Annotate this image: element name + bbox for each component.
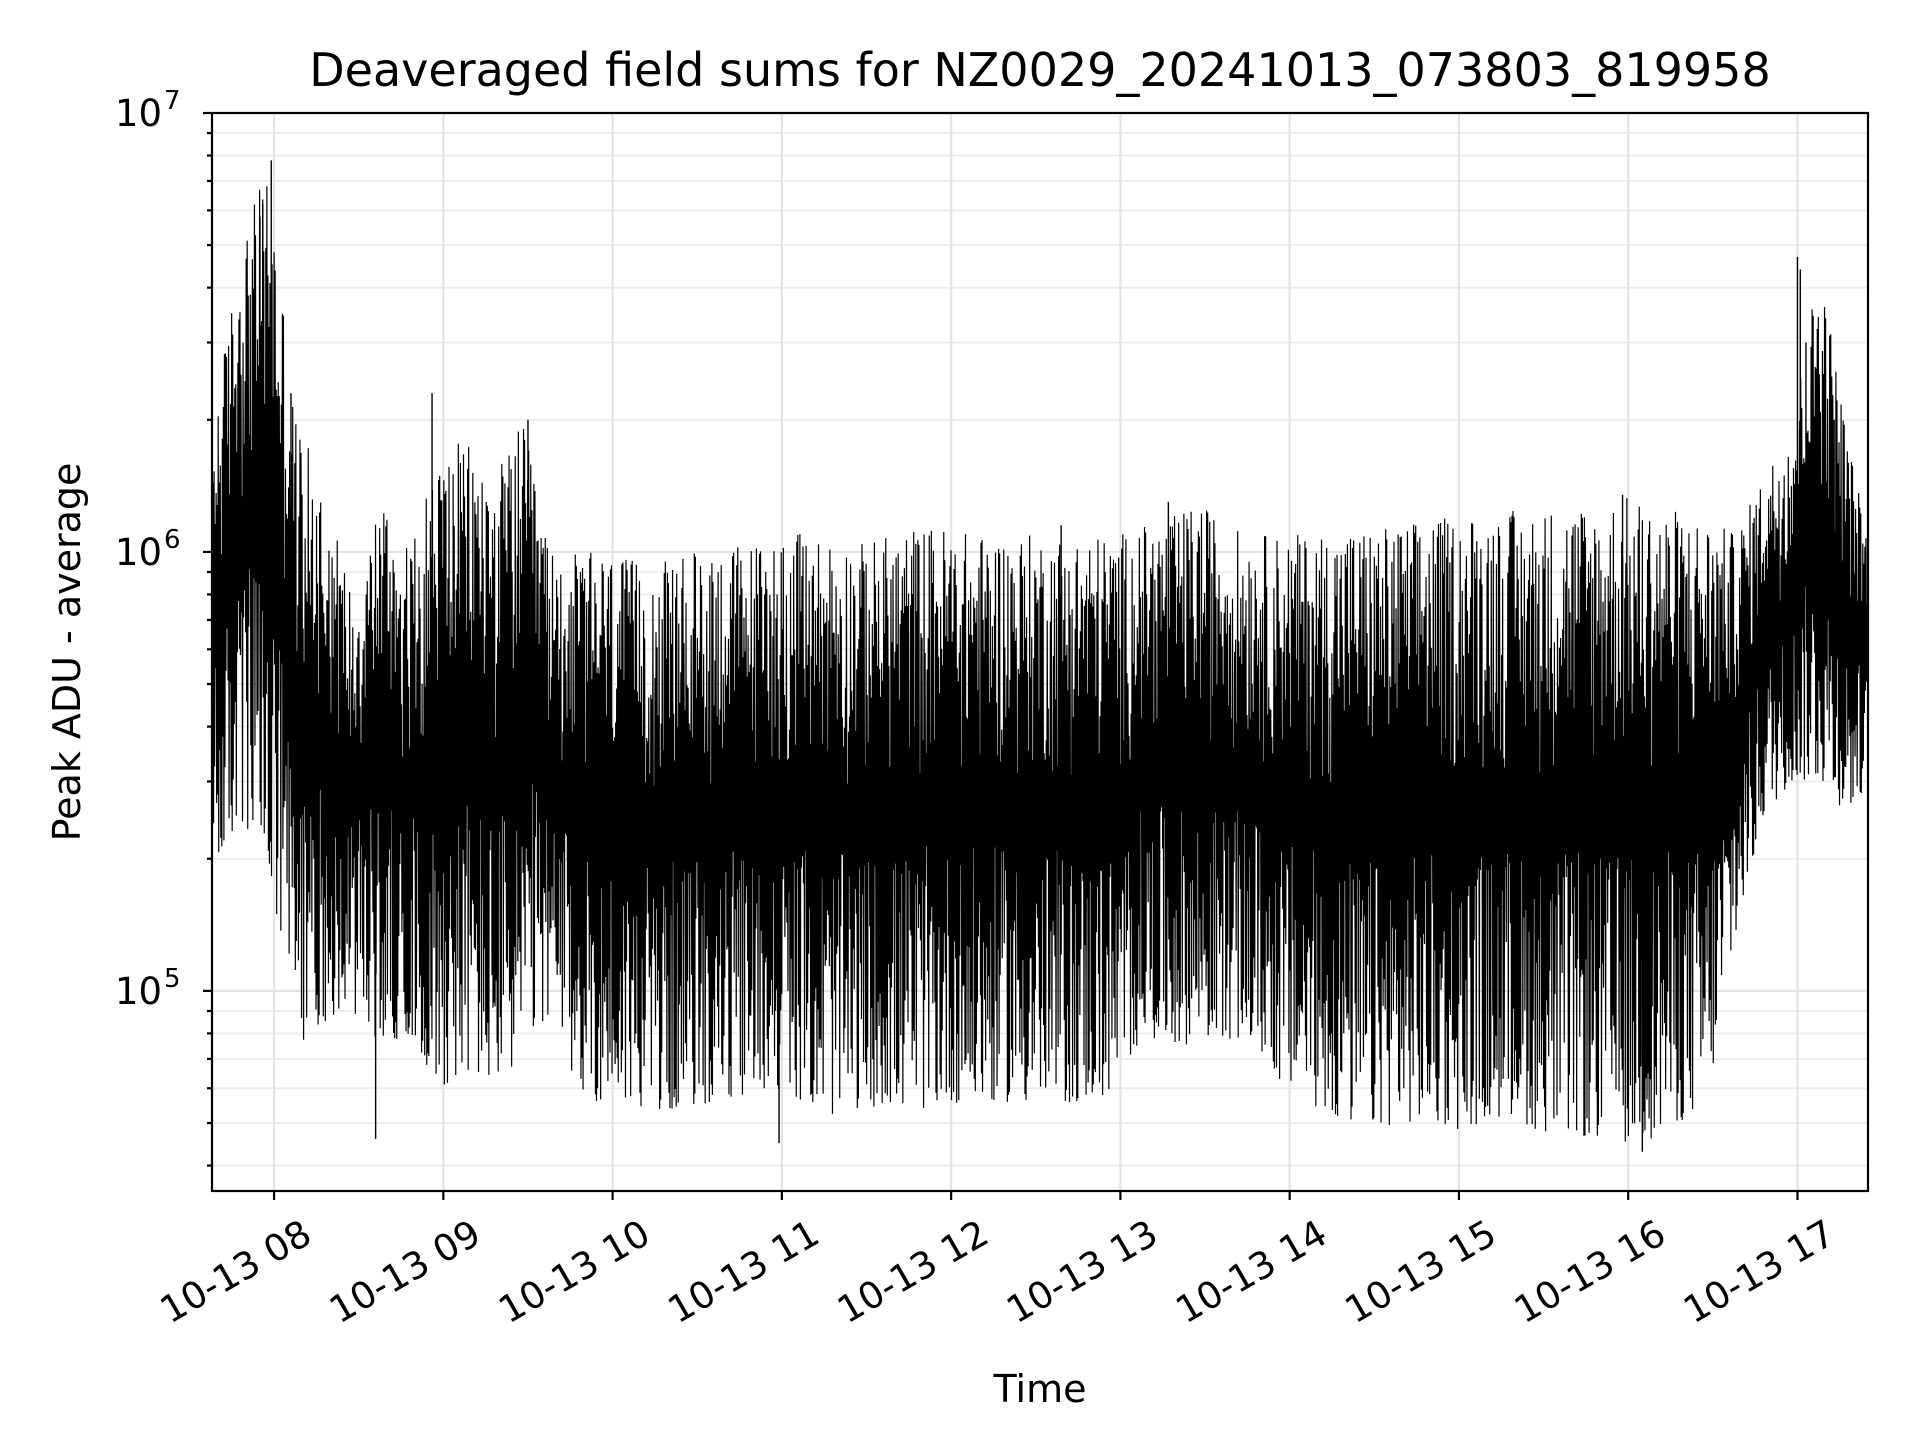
y-tick-label: 10 — [115, 92, 162, 135]
series-trace — [212, 186, 1868, 1142]
x-tick-label: 10-13 12 — [830, 1212, 996, 1332]
x-tick-label: 10-13 17 — [1676, 1212, 1842, 1332]
x-axis-label: Time — [993, 1367, 1087, 1411]
y-tick-label-exponent: 5 — [164, 964, 181, 994]
x-tick-label: 10-13 15 — [1338, 1212, 1504, 1332]
plot-area — [212, 160, 1868, 1152]
x-tick-label: 10-13 09 — [322, 1212, 488, 1332]
y-tick-label: 10 — [115, 531, 162, 574]
x-tick-label: 10-13 14 — [1169, 1212, 1335, 1332]
x-axis: 10-13 08 10-13 09 10-13 10 10-13 11 10-13 12… — [153, 1191, 1842, 1332]
y-axis-label: Peak ADU - average — [45, 463, 89, 842]
series-line — [212, 160, 1868, 1152]
y-tick-label-exponent: 7 — [164, 86, 181, 116]
y-tick-label-exponent: 6 — [164, 525, 181, 555]
x-tick-label: 10-13 13 — [999, 1212, 1165, 1332]
plot-frame — [210, 111, 1870, 1193]
x-tick-label: 10-13 08 — [153, 1212, 319, 1332]
chart-title: Deaveraged field sums for NZ0029_2024101… — [309, 43, 1770, 97]
x-tick-label: 10-13 10 — [492, 1212, 658, 1332]
x-tick-label: 10-13 16 — [1507, 1212, 1673, 1332]
x-tick-label: 10-13 11 — [661, 1212, 827, 1332]
y-tick-label: 10 — [115, 970, 162, 1013]
